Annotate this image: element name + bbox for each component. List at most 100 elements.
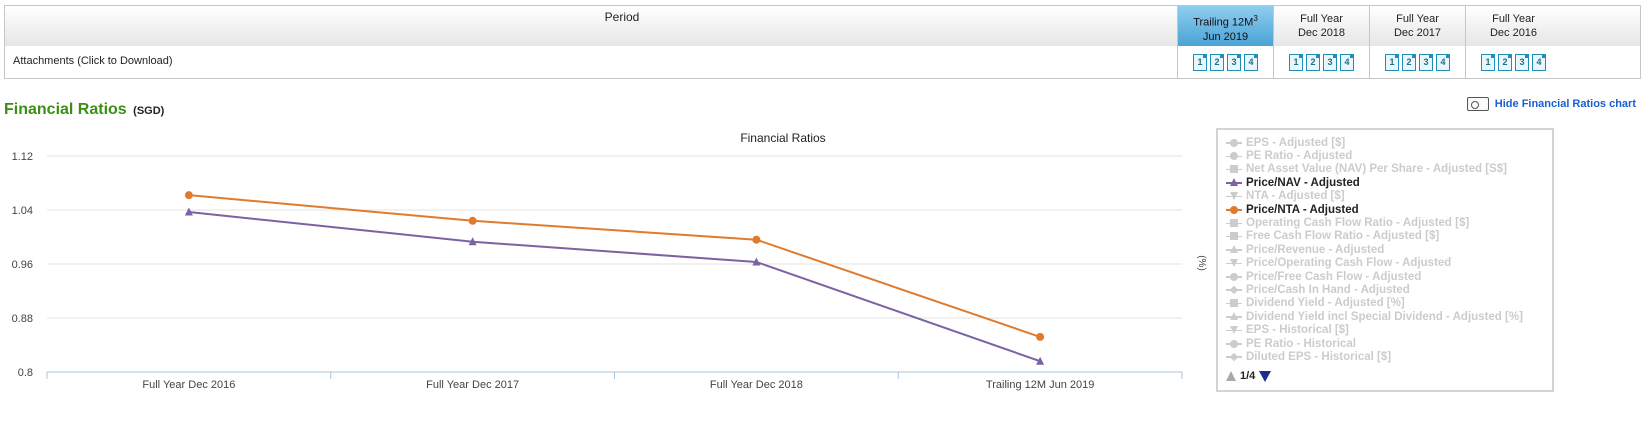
legend-item[interactable]: NTA - Adjusted [$] — [1226, 190, 1552, 203]
legend-marker-icon — [1226, 298, 1242, 308]
legend-item-label: Price/Operating Cash Flow - Adjusted — [1246, 257, 1452, 270]
legend-item-label: Diluted EPS - Historical [$] — [1246, 350, 1392, 363]
period-line2: Jun 2019 — [1202, 30, 1249, 43]
hide-chart-label: Hide Financial Ratios chart — [1494, 98, 1636, 110]
section-title-text: Financial Ratios — [4, 101, 127, 118]
chart-title: Financial Ratios — [740, 131, 825, 145]
document-download-icon[interactable]: 4 — [1340, 53, 1354, 71]
period-table: Period Attachments (Click to Download) T… — [4, 5, 1641, 79]
data-point — [752, 235, 761, 244]
financial-ratios-chart: Financial Ratios 1.12 1.04 0.96 0.88 0.8 Full … — [12, 131, 1207, 391]
legend-item[interactable]: Operating Cash Flow Ratio - Adjusted [$] — [1226, 216, 1552, 229]
document-download-icon[interactable]: 4 — [1436, 53, 1450, 71]
document-download-icon[interactable]: 1 — [1481, 53, 1495, 71]
document-download-icon[interactable]: 2 — [1402, 53, 1416, 71]
document-download-icon[interactable]: 2 — [1306, 53, 1320, 71]
period-column-header[interactable]: Trailing 12M3 Jun 2019 — [1178, 6, 1273, 46]
document-download-icon[interactable]: 4 — [1244, 53, 1258, 71]
data-point — [184, 207, 193, 216]
period-line2: Dec 2016 — [1489, 27, 1538, 39]
legend-item[interactable]: Price/NAV - Adjusted — [1226, 176, 1552, 189]
legend-marker-icon — [1226, 138, 1242, 148]
x-tick-label: Full Year Dec 2017 — [426, 379, 519, 391]
document-download-icon[interactable]: 2 — [1498, 53, 1512, 71]
document-download-icon[interactable]: 2 — [1210, 53, 1224, 71]
legend-item[interactable]: Free Cash Flow Ratio - Adjusted [$] — [1226, 230, 1552, 243]
document-download-icon[interactable]: 3 — [1515, 53, 1529, 71]
series-line-0 — [188, 211, 1041, 363]
period-column-3[interactable]: Full Year Dec 2017 1 2 3 4 — [1369, 6, 1465, 78]
y-tick-label: 1.04 — [12, 205, 33, 217]
period-column-4[interactable]: Full Year Dec 2016 1 2 3 4 — [1465, 6, 1561, 78]
attachments-label: Attachments (Click to Download) — [13, 55, 173, 67]
x-tick-label: Full Year Dec 2016 — [142, 379, 235, 391]
period-header: Period — [604, 10, 640, 24]
legend-item[interactable]: Net Asset Value (NAV) Per Share - Adjust… — [1226, 163, 1552, 176]
legend-item-label: Price/Free Cash Flow - Adjusted — [1246, 270, 1422, 283]
legend-marker-icon — [1226, 151, 1242, 161]
y-tick-label: 0.96 — [12, 259, 33, 271]
legend-item[interactable]: Price/Free Cash Flow - Adjusted — [1226, 270, 1552, 283]
y-tick-label: 0.8 — [18, 367, 33, 379]
legend-item[interactable]: EPS - Historical [$] — [1226, 323, 1552, 336]
period-line1: Full Year — [1300, 13, 1343, 25]
legend-marker-icon — [1226, 218, 1242, 228]
legend-item[interactable]: Price/NTA - Adjusted — [1226, 203, 1552, 216]
legend-marker-icon — [1226, 258, 1242, 268]
pager-up-icon[interactable] — [1226, 371, 1236, 381]
period-column-header[interactable]: Full Year Dec 2018 — [1274, 6, 1369, 46]
y-axis-label: (%) — [1196, 255, 1207, 271]
pager-text: 1/4 — [1240, 370, 1256, 382]
legend-marker-icon — [1226, 177, 1242, 188]
legend-item-label: Dividend Yield - Adjusted [%] — [1246, 297, 1405, 310]
legend-pager: 1/4 — [1226, 370, 1272, 382]
legend-marker-icon — [1226, 191, 1242, 201]
period-footnote: 3 — [1253, 14, 1258, 23]
document-download-icon[interactable]: 1 — [1385, 53, 1399, 71]
legend-marker-icon — [1226, 231, 1242, 241]
legend-item[interactable]: Diluted EPS - Historical [$] — [1226, 350, 1552, 363]
legend-item[interactable]: PE Ratio - Adjusted — [1226, 149, 1552, 162]
document-download-icon[interactable]: 3 — [1323, 53, 1337, 71]
legend-item[interactable]: Price/Cash In Hand - Adjusted — [1226, 283, 1552, 296]
data-point — [184, 191, 193, 200]
legend-item-label: Operating Cash Flow Ratio - Adjusted [$] — [1246, 217, 1470, 230]
legend-item-label: EPS - Historical [$] — [1246, 324, 1349, 337]
legend-item-label: Price/NTA - Adjusted — [1246, 203, 1359, 216]
period-column-header[interactable]: Full Year Dec 2016 — [1466, 6, 1561, 46]
y-tick-label: 0.88 — [12, 313, 33, 325]
legend-marker-icon — [1226, 352, 1242, 362]
legend-item[interactable]: Dividend Yield incl Special Dividend - A… — [1226, 310, 1552, 323]
legend-marker-icon — [1226, 339, 1242, 349]
period-column-1[interactable]: Trailing 12M3 Jun 2019 1 2 3 4 — [1177, 6, 1273, 78]
period-line1: Trailing 12M — [1193, 16, 1254, 29]
legend-item[interactable]: Dividend Yield - Adjusted [%] — [1226, 297, 1552, 310]
document-download-icon[interactable]: 1 — [1289, 53, 1303, 71]
period-column-2[interactable]: Full Year Dec 2018 1 2 3 4 — [1273, 6, 1369, 78]
legend-item[interactable]: EPS - Adjusted [$] — [1226, 136, 1552, 149]
period-line2: Dec 2018 — [1297, 27, 1346, 39]
document-download-icon[interactable]: 3 — [1419, 53, 1433, 71]
legend-marker-icon — [1226, 325, 1242, 335]
document-download-icon[interactable]: 4 — [1532, 53, 1546, 71]
legend-item[interactable]: Price/Revenue - Adjusted — [1226, 243, 1552, 256]
legend-item[interactable]: PE Ratio - Historical — [1226, 337, 1552, 350]
hide-chart-link[interactable]: Hide Financial Ratios chart — [1466, 97, 1636, 111]
legend-marker-icon — [1226, 311, 1242, 322]
data-point — [1036, 356, 1045, 365]
legend-item-label: Price/Revenue - Adjusted — [1246, 243, 1385, 256]
chart-toggle-icon — [1466, 97, 1489, 111]
chart-legend: EPS - Adjusted [$] PE Ratio - Adjusted Net… — [1216, 128, 1554, 392]
period-column-header[interactable]: Full Year Dec 2017 — [1370, 6, 1465, 46]
legend-item-label: EPS - Adjusted [$] — [1246, 136, 1346, 149]
pager-down-icon[interactable] — [1259, 370, 1272, 382]
document-download-icon[interactable]: 1 — [1193, 53, 1207, 71]
data-point — [468, 237, 477, 246]
document-download-icon[interactable]: 3 — [1227, 53, 1241, 71]
legend-item-label: Price/Cash In Hand - Adjusted — [1246, 283, 1410, 296]
legend-item[interactable]: Price/Operating Cash Flow - Adjusted — [1226, 257, 1552, 270]
section-title: Financial Ratios (SGD) — [4, 101, 164, 119]
